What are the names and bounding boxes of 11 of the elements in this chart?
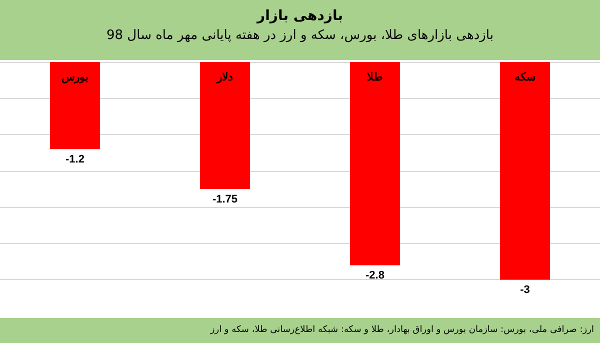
x-tick-label: بورس [62,72,88,84]
data-label: -1.75 [212,194,238,206]
x-tick-label: دلار [216,72,233,84]
chart-subtitle: بازدهی بازارهای طلا، بورس، سکه و ارز در هفته پایانی مهر ماه سال 98 [106,28,494,43]
text: ارز: صرافی ملی، بورس: سازمان بورس و اوراق بهادار، طلا و سکه: شبکه اطلاع‌رسانی طلا، سکه و ارز [210,324,595,337]
data-label: -2.8 [366,270,384,282]
data-label: -3 [520,284,530,296]
data-label: -1.2 [66,154,84,166]
x-tick-label: طلا [367,72,383,84]
x-tick-label: سکه [514,72,536,84]
chart-title: بازدهی بازار [255,7,344,24]
